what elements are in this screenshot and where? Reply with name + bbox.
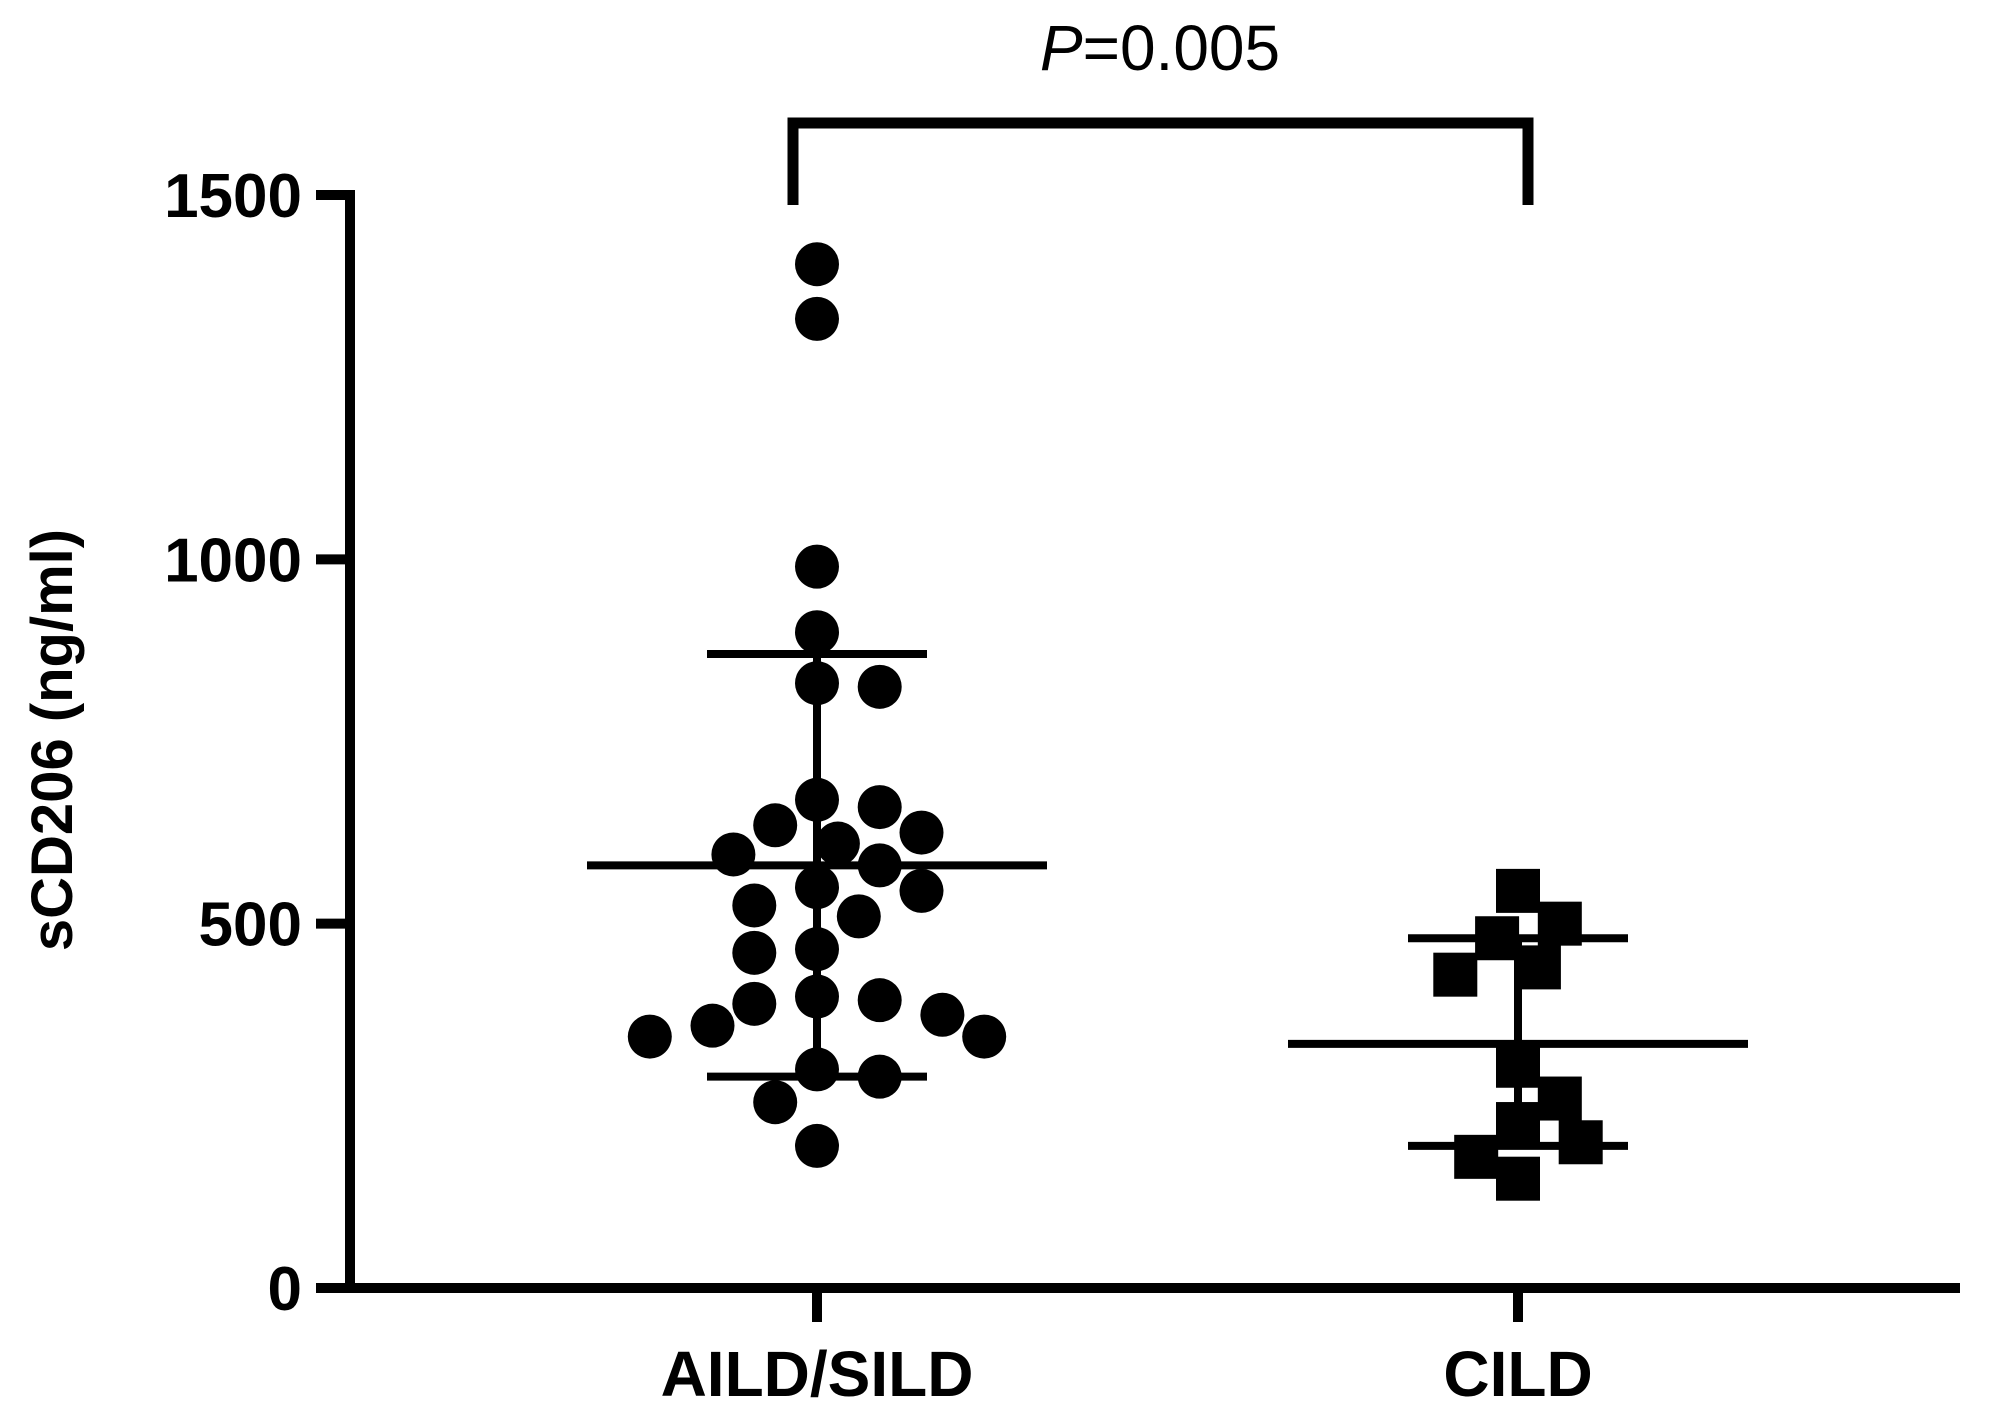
data-point (920, 992, 965, 1037)
data-point (753, 1080, 798, 1125)
p-value-number: =0.005 (1083, 12, 1281, 84)
data-point (1496, 1156, 1540, 1201)
y-axis-title: sCD206 (ng/ml) (20, 529, 85, 951)
data-point (795, 544, 839, 589)
data-point (627, 1014, 672, 1059)
data-point (732, 930, 777, 975)
p-value-label: P=0.005 (1040, 12, 1280, 84)
data-point (1433, 952, 1478, 997)
data-point (795, 242, 839, 287)
data-point (857, 978, 902, 1023)
summary-bars (587, 650, 1748, 1150)
data-point (1454, 1134, 1499, 1179)
data-point (857, 785, 902, 830)
data-point (795, 1123, 839, 1168)
y-tick-label: 1500 (164, 162, 302, 231)
data-point (753, 803, 798, 848)
data-point (857, 664, 902, 709)
data-points (627, 242, 1603, 1201)
x-tick-label: CILD (1443, 1338, 1592, 1410)
data-point (1496, 868, 1540, 913)
data-point (815, 821, 860, 866)
y-tick-label: 500 (199, 891, 302, 960)
x-tick-label: AILD/SILD (661, 1338, 974, 1410)
data-point (732, 981, 777, 1026)
data-point (732, 883, 777, 928)
data-point (795, 610, 839, 655)
data-point (899, 810, 944, 855)
data-point (899, 868, 944, 913)
y-tick-label: 1000 (164, 526, 302, 595)
data-point (836, 894, 881, 939)
data-point (690, 1003, 735, 1048)
data-point (1537, 1076, 1582, 1121)
data-point (962, 1014, 1007, 1059)
axes: 0 500 1000 1500 AILD/SILD CILD (164, 162, 1960, 1410)
data-point (711, 832, 756, 877)
y-tick-label: 0 (268, 1255, 302, 1324)
data-point (1516, 945, 1561, 990)
p-value-symbol: P (1040, 12, 1083, 84)
data-point (795, 296, 839, 341)
significance-annotation: P=0.005 (787, 12, 1534, 205)
significance-bracket (787, 117, 1534, 205)
